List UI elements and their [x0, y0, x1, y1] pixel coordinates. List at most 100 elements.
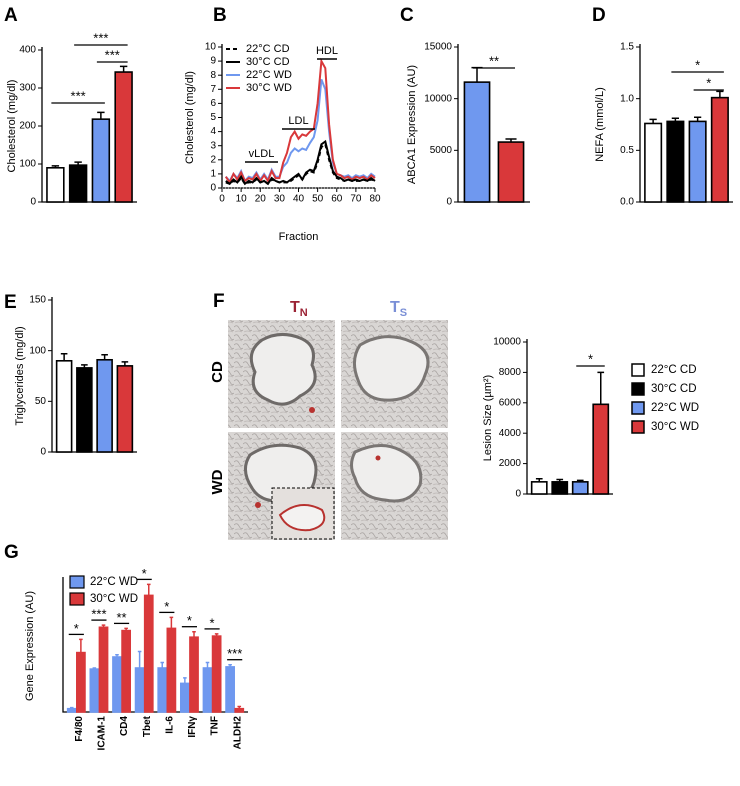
error-bar: [101, 353, 108, 360]
y-tick-label: 0: [515, 489, 521, 500]
legend-swatch: [631, 382, 645, 396]
y-tick-label: 100: [29, 345, 46, 356]
y-tick-label: 50: [35, 396, 47, 407]
y-axis-title: Cholesterol (mg/dl): [6, 80, 18, 173]
vessel: [350, 444, 423, 503]
x-tick-label: TNF: [210, 716, 221, 735]
y-tick-label: 6: [210, 98, 216, 109]
bar: [66, 707, 77, 713]
legend-swatch: [631, 401, 645, 415]
line-series: [225, 79, 376, 183]
bar: [76, 651, 86, 713]
x-tick-label: CD4: [119, 716, 130, 736]
bar: [571, 481, 589, 495]
fraction-label: LDL: [288, 115, 308, 127]
error-bar: [97, 111, 105, 120]
column-label: TN: [290, 299, 308, 319]
y-tick-label: 2: [210, 154, 216, 165]
error-bar: [716, 90, 724, 98]
significance-label: **: [489, 53, 499, 68]
y-tick-label: 8: [210, 70, 216, 81]
bar: [166, 627, 177, 713]
x-tick-label: 20: [255, 194, 267, 205]
bar: [96, 358, 113, 453]
fraction-label: HDL: [316, 45, 338, 57]
fraction-label: vLDL: [249, 148, 275, 160]
y-tick-label: 1.0: [620, 93, 634, 104]
vessel: [249, 333, 317, 406]
column-label-sub: S: [400, 307, 407, 319]
x-tick-label: 10: [236, 194, 248, 205]
significance-label: *: [210, 615, 215, 630]
x-tick-label: 60: [331, 194, 343, 205]
x-tick-label: IL-6: [164, 716, 175, 734]
significance-label: **: [117, 610, 127, 625]
bar: [68, 164, 88, 203]
y-tick-label: 10000: [424, 93, 452, 104]
y-tick-label: 3: [210, 140, 216, 151]
bar: [116, 365, 134, 453]
x-tick-label: 70: [350, 194, 362, 205]
bar: [76, 367, 93, 453]
y-tick-label: 15000: [424, 42, 452, 53]
panel-letter: G: [4, 542, 19, 563]
significance-label: *: [142, 566, 147, 581]
legend-label: 30°C CD: [246, 56, 290, 68]
significance-label: ***: [71, 88, 86, 103]
y-tick-label: 0: [40, 447, 46, 458]
legend-label: 30°C WD: [246, 82, 292, 94]
bar: [463, 81, 491, 203]
x-tick-label: 40: [293, 194, 305, 205]
legend-label: 22°C WD: [246, 69, 292, 81]
panel-letter: F: [213, 291, 225, 312]
y-tick-label: 0.5: [620, 145, 634, 156]
x-tick-label: F4/80: [74, 716, 85, 742]
y-tick-label: 4000: [499, 428, 522, 439]
bar: [688, 120, 707, 203]
legend-label: 30°C WD: [651, 421, 699, 433]
panel-letter: A: [4, 5, 18, 26]
x-axis-title: Fraction: [279, 231, 319, 243]
error-bar: [597, 371, 605, 405]
error-bar: [169, 616, 174, 629]
y-tick-label: 6000: [499, 397, 522, 408]
y-axis-title: Lesion Size (µm²): [482, 375, 494, 461]
significance-label: *: [588, 351, 593, 366]
panel-letter: D: [592, 5, 606, 26]
error-bar: [471, 66, 483, 83]
y-axis-title: Gene Expression (AU): [24, 591, 36, 701]
y-tick-label: 0: [446, 197, 452, 208]
bar: [592, 403, 610, 495]
row-label: WD: [209, 469, 226, 494]
error-bar: [183, 677, 187, 684]
y-tick-label: 10: [205, 42, 217, 53]
bar: [114, 71, 133, 203]
bar: [710, 96, 729, 203]
legend-swatch: [69, 575, 85, 589]
y-tick-label: 5000: [430, 145, 453, 156]
y-tick-label: 0: [30, 197, 36, 208]
bar: [98, 626, 109, 713]
significance-label: ***: [105, 47, 120, 62]
significance-label: ***: [93, 30, 108, 45]
bar: [179, 682, 190, 713]
y-tick-label: 9: [210, 56, 216, 67]
x-tick-label: 0: [219, 194, 225, 205]
y-axis-title: Cholesterol (mg/dl): [184, 71, 196, 164]
error-bar: [160, 661, 165, 668]
legend-label: 22°C CD: [651, 364, 697, 376]
bar: [644, 122, 663, 203]
inset-vessel: [278, 504, 326, 532]
significance-label: ***: [227, 646, 242, 661]
column-label-main: T: [290, 299, 300, 316]
error-bar: [79, 638, 83, 653]
y-tick-label: 150: [29, 295, 46, 306]
lesion-stain: [255, 502, 261, 508]
error-bar: [119, 65, 128, 73]
bar: [143, 594, 154, 713]
lesion-stain: [375, 455, 381, 461]
bar: [157, 667, 168, 713]
column-label-sub: N: [300, 307, 308, 319]
y-tick-label: 1: [210, 169, 216, 180]
